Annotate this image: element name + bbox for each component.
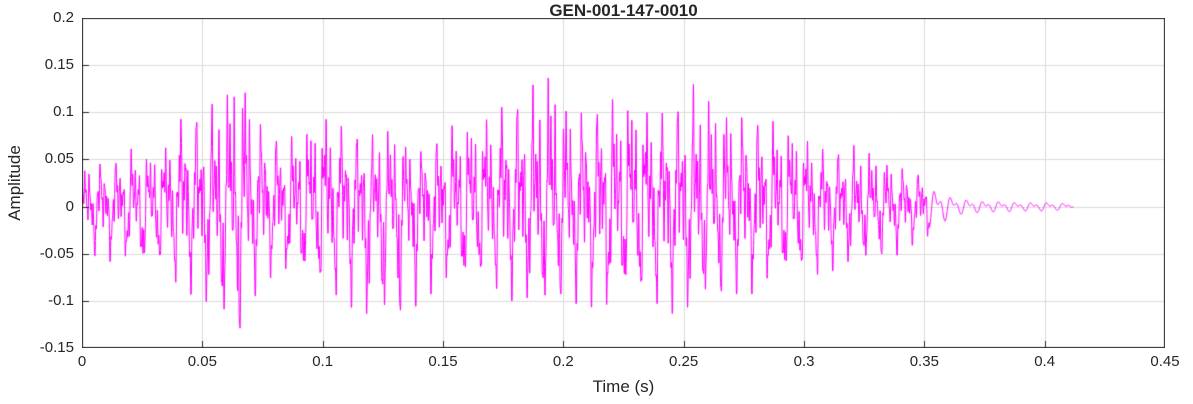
y-tick-label: 0 [65,197,74,215]
x-tick-label: 0.45 [1150,353,1180,370]
x-tick-label: 0.15 [428,353,458,370]
y-tick-label: -0.1 [48,291,74,309]
x-tick-label: 0.05 [187,353,217,370]
x-tick-label: 0.4 [1034,353,1056,370]
y-tick-label: -0.15 [39,339,74,356]
x-tick-label: 0.3 [793,353,815,370]
x-tick-label: 0.25 [669,353,699,370]
x-tick-label: 0 [77,353,87,370]
x-tick-label: 0.2 [552,353,574,370]
x-axis-label: Time (s) [592,377,655,396]
y-tick-label: 0.15 [44,56,74,74]
waveform-plot-canvas [82,18,1165,348]
plot-title: GEN-001-147-0010 [549,1,698,20]
y-tick-label: 0.1 [53,103,74,121]
y-tick-label: 0.05 [44,150,74,168]
x-tick-label: 0.35 [909,353,939,370]
y-tick-label: 0.2 [53,9,74,26]
y-tick-label: -0.05 [39,244,74,262]
x-tick-label: 0.1 [312,353,334,370]
